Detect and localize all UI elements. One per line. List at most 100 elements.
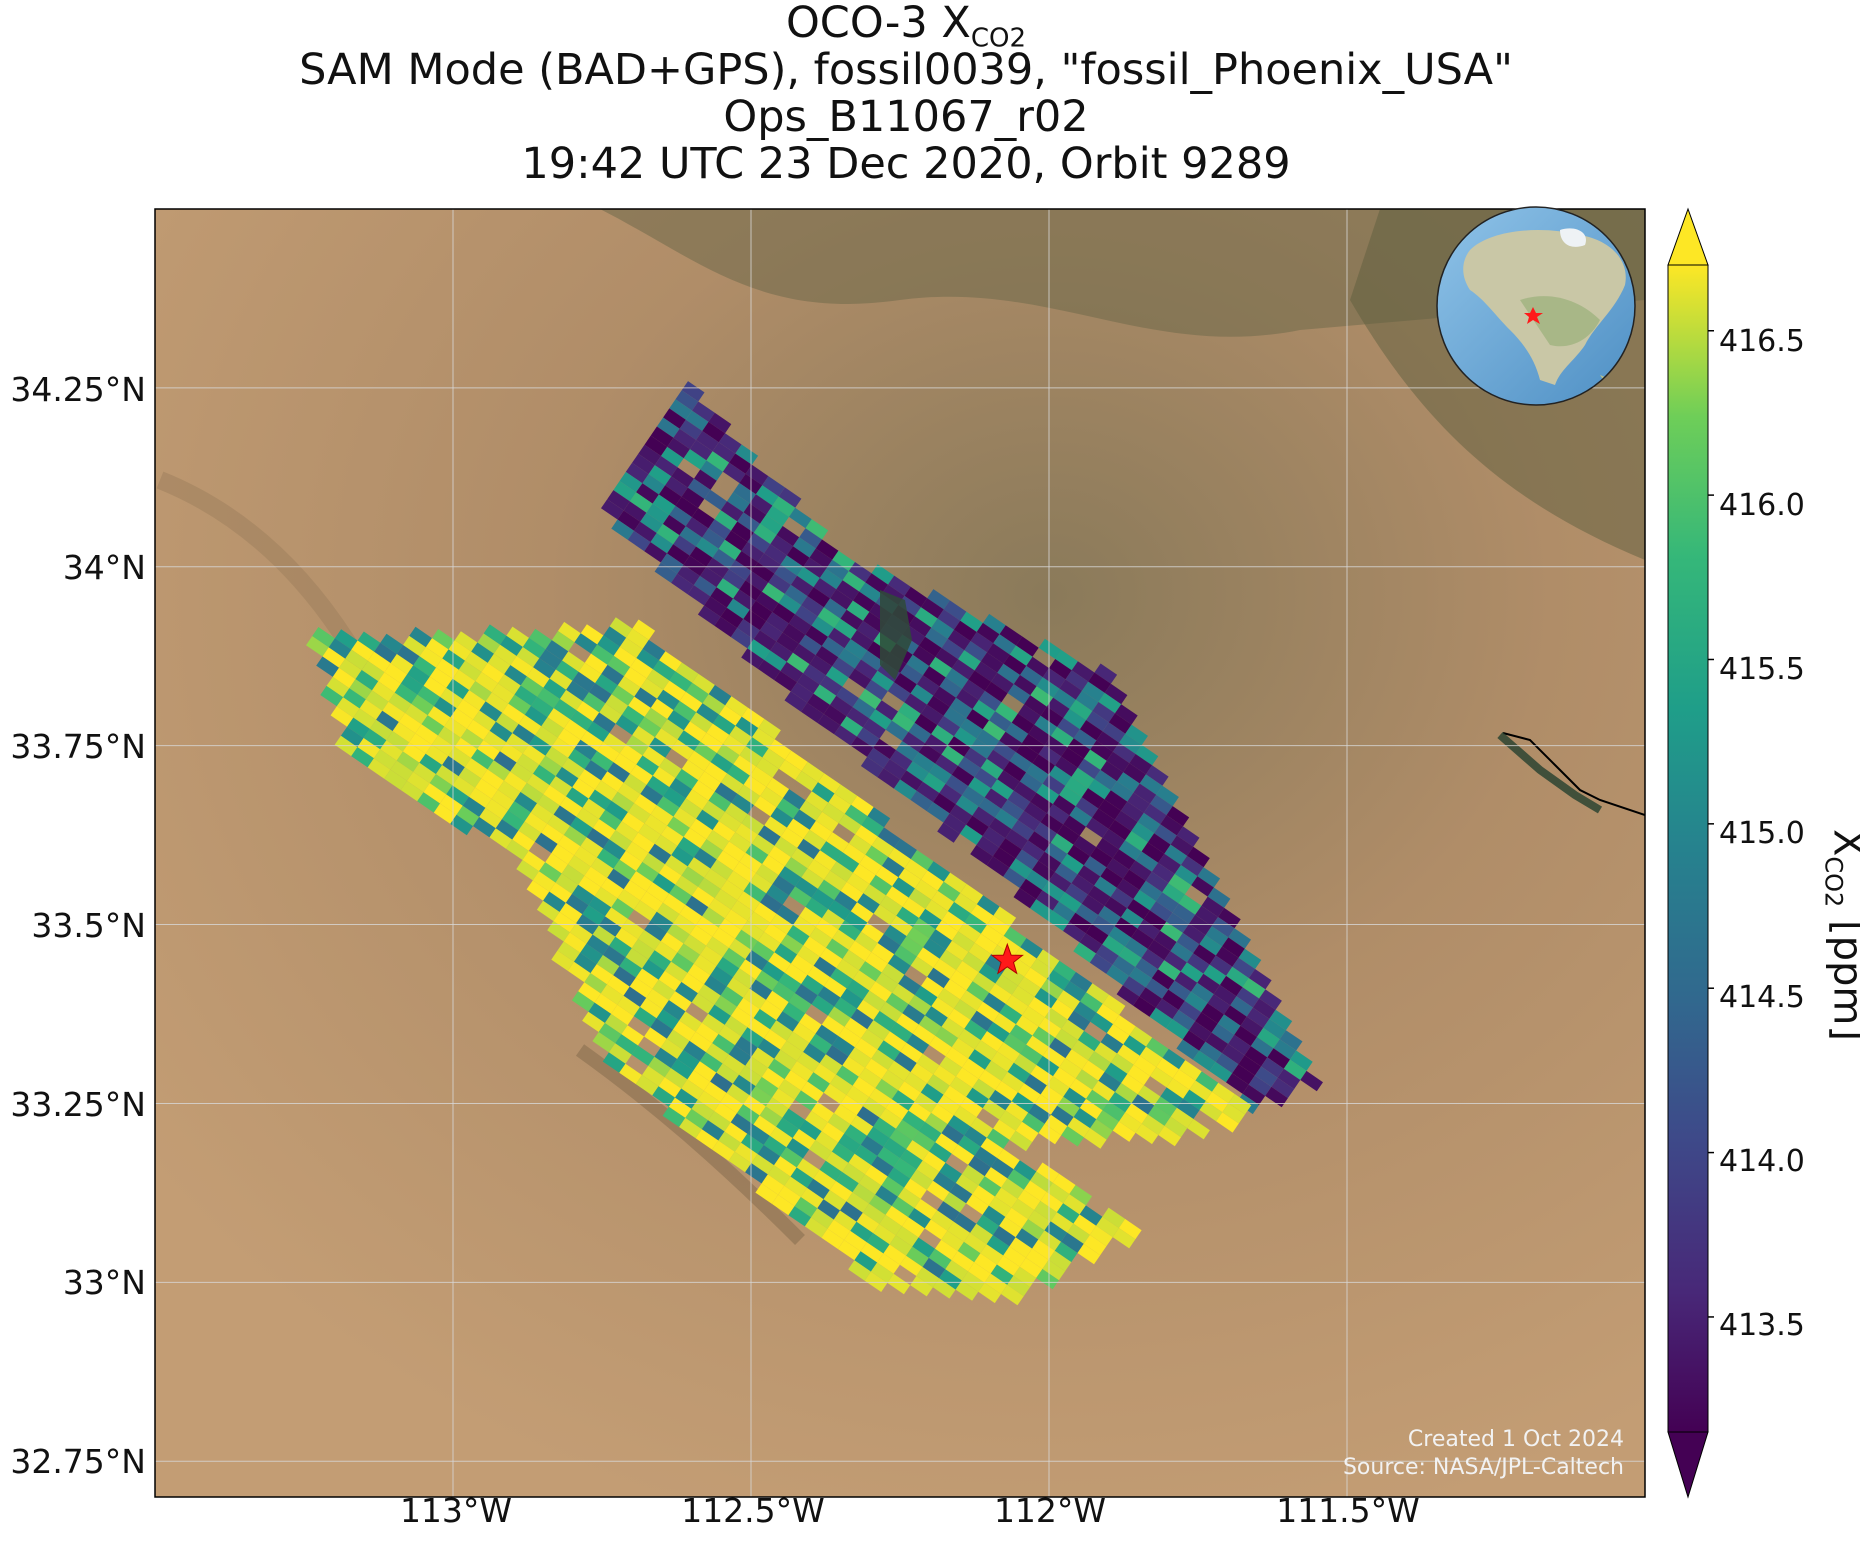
xco2-footprint	[866, 1233, 890, 1254]
xco2-footprint	[1063, 921, 1086, 943]
xco2-footprint	[937, 1094, 960, 1116]
xco2-footprint	[743, 775, 767, 796]
xco2-footprint	[825, 1151, 849, 1172]
xco2-footprint	[380, 633, 403, 654]
xco2-footprint	[1090, 847, 1113, 868]
xco2-footprint	[1057, 717, 1080, 739]
xco2-footprint	[952, 931, 975, 952]
xco2-footprint	[778, 866, 802, 887]
xco2-footprint	[669, 505, 692, 527]
xco2-footprint	[887, 1167, 911, 1188]
xco2-footprint	[1154, 1096, 1177, 1117]
xco2-footprint	[666, 1029, 690, 1050]
xco2-footprint	[757, 1038, 781, 1059]
xco2-footprint	[402, 742, 426, 763]
xco2-footprint	[807, 859, 831, 880]
source-credit: Source: NASA/JPL-Caltech	[1342, 1455, 1624, 1480]
xco2-footprint	[796, 1158, 820, 1179]
xco2-footprint	[1153, 930, 1177, 952]
xco2-footprint	[988, 817, 1012, 839]
xco2-footprint	[635, 968, 659, 989]
xco2-footprint	[1164, 844, 1188, 865]
xco2-footprint	[1001, 799, 1024, 820]
xco2-footprint	[838, 1026, 861, 1048]
xco2-footprint	[448, 640, 472, 661]
xco2-footprint	[1057, 990, 1080, 1011]
xco2-footprint	[1094, 876, 1117, 897]
xco2-footprint	[945, 1260, 968, 1281]
xco2-footprint	[1141, 948, 1165, 970]
xco2-footprint	[654, 941, 678, 962]
xco2-footprint	[1057, 824, 1080, 845]
xco2-footprint	[887, 1060, 911, 1082]
xco2-footprint	[566, 787, 589, 808]
xco2-footprint	[446, 785, 469, 806]
xco2-footprint	[821, 1228, 845, 1249]
xco2-footprint	[756, 757, 779, 778]
xco2-footprint	[712, 714, 736, 735]
xco2-footprint	[607, 762, 630, 783]
xco2-footprint	[978, 1282, 1001, 1304]
xco2-footprint	[1005, 1207, 1028, 1229]
xco2-footprint	[619, 850, 643, 872]
xco2-footprint	[1020, 665, 1043, 687]
xco2-footprint	[829, 1181, 853, 1202]
xco2-footprint	[815, 1131, 839, 1152]
xco2-footprint	[491, 683, 515, 704]
xco2-footprint	[675, 769, 699, 790]
xco2-footprint	[669, 778, 692, 799]
xco2-footprint	[858, 688, 882, 710]
xco2-footprint	[984, 1273, 1008, 1294]
xco2-footprint	[1232, 957, 1256, 979]
xco2-footprint	[852, 591, 876, 612]
xco2-footprint	[720, 986, 744, 1007]
xco2-footprint	[1226, 1073, 1249, 1094]
xco2-footprint	[968, 1262, 991, 1283]
xco2-footprint	[1011, 1198, 1035, 1220]
xco2-footprint	[1069, 699, 1093, 721]
xco2-footprint	[846, 872, 870, 894]
xco2-footprint	[999, 731, 1022, 752]
xco2-footprint	[675, 982, 698, 1003]
xco2-footprint	[785, 750, 808, 771]
xco2-footprint	[701, 1120, 725, 1141]
xco2-footprint	[458, 767, 482, 788]
xco2-footprint	[801, 1081, 824, 1102]
xco2-footprint	[790, 954, 814, 975]
xco2-footprint	[925, 627, 948, 648]
xco2-footprint	[1030, 899, 1053, 920]
xco2-footprint	[1179, 1060, 1202, 1081]
xco2-footprint	[943, 813, 967, 834]
xco2-footprint	[761, 1174, 785, 1195]
xco2-footprint	[871, 670, 894, 692]
xco2-footprint	[571, 991, 595, 1012]
xco2-footprint	[877, 1040, 901, 1061]
xco2-footprint	[594, 887, 618, 908]
xco2-footprint	[786, 546, 810, 567]
xco2-footprint	[984, 788, 1008, 809]
xco2-footprint	[1166, 1078, 1190, 1099]
xco2-footprint	[805, 791, 829, 812]
xco2-footprint	[747, 1018, 771, 1039]
xco2-footprint	[516, 753, 540, 774]
xco2-footprint	[794, 984, 818, 1005]
xco2-footprint	[827, 1219, 851, 1240]
xco2-footprint	[718, 1131, 741, 1152]
xco2-footprint	[1063, 1087, 1086, 1108]
xco2-footprint	[1147, 833, 1171, 854]
xco2-footprint	[1131, 928, 1154, 949]
xco2-footprint	[659, 757, 682, 778]
xco2-footprint	[1034, 822, 1057, 843]
xco2-footprint	[1215, 946, 1239, 967]
xco2-footprint	[601, 771, 624, 792]
xco2-footprint	[1300, 1070, 1323, 1092]
xco2-footprint	[607, 975, 630, 996]
xco2-footprint	[1207, 887, 1231, 908]
xco2-footprint	[644, 920, 667, 942]
xco2-footprint	[1174, 971, 1198, 992]
xco2-footprint	[759, 999, 783, 1021]
xco2-footprint	[1065, 670, 1089, 691]
xco2-footprint	[465, 651, 488, 672]
xco2-footprint	[945, 774, 969, 796]
xco2-footprint	[522, 744, 546, 765]
